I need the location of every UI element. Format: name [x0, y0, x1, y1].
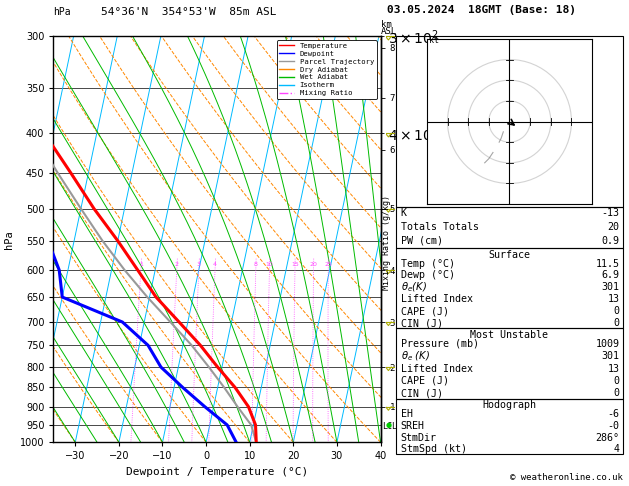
Text: 0: 0	[613, 388, 620, 399]
Text: 3: 3	[197, 262, 201, 267]
Text: Temp (°C): Temp (°C)	[401, 259, 455, 269]
Text: 0: 0	[613, 306, 620, 316]
Text: LCL: LCL	[382, 422, 397, 431]
Text: Pressure (mb): Pressure (mb)	[401, 339, 479, 349]
Text: CIN (J): CIN (J)	[401, 318, 443, 328]
Text: km: km	[381, 20, 391, 29]
Text: 25: 25	[325, 262, 332, 267]
Text: 2: 2	[175, 262, 179, 267]
Text: Lifted Index: Lifted Index	[401, 294, 472, 304]
Text: 0: 0	[613, 376, 620, 386]
Text: Mixing Ratio (g/kg): Mixing Ratio (g/kg)	[382, 195, 391, 291]
Text: 1009: 1009	[596, 339, 620, 349]
Text: 0: 0	[613, 318, 620, 328]
Text: 1: 1	[139, 262, 143, 267]
Text: 8: 8	[254, 262, 258, 267]
Text: 0.9: 0.9	[601, 236, 620, 246]
Text: 286°: 286°	[596, 433, 620, 443]
Text: hPa: hPa	[53, 7, 71, 17]
X-axis label: Dewpoint / Temperature (°C): Dewpoint / Temperature (°C)	[126, 467, 308, 477]
Text: K: K	[401, 208, 407, 218]
Text: 13: 13	[608, 364, 620, 374]
Text: $\theta_e$ (K): $\theta_e$ (K)	[401, 349, 430, 363]
Text: 03.05.2024  18GMT (Base: 18): 03.05.2024 18GMT (Base: 18)	[387, 4, 576, 15]
Text: Totals Totals: Totals Totals	[401, 222, 479, 232]
Text: -6: -6	[608, 409, 620, 419]
Text: 301: 301	[601, 282, 620, 293]
Text: © weatheronline.co.uk: © weatheronline.co.uk	[510, 473, 623, 482]
Text: Dewp (°C): Dewp (°C)	[401, 270, 455, 280]
Text: SREH: SREH	[401, 421, 425, 431]
Text: ASL: ASL	[381, 27, 397, 36]
Text: CIN (J): CIN (J)	[401, 388, 443, 399]
Text: 20: 20	[608, 222, 620, 232]
Text: PW (cm): PW (cm)	[401, 236, 443, 246]
Text: ●: ●	[386, 422, 392, 428]
Text: Surface: Surface	[489, 250, 530, 260]
Text: Lifted Index: Lifted Index	[401, 364, 472, 374]
Text: 54°36'N  354°53'W  85m ASL: 54°36'N 354°53'W 85m ASL	[101, 7, 277, 17]
Text: -13: -13	[601, 208, 620, 218]
Text: 10: 10	[265, 262, 274, 267]
Text: EH: EH	[401, 409, 413, 419]
Text: 15: 15	[291, 262, 299, 267]
Text: kt: kt	[429, 36, 439, 45]
Text: CAPE (J): CAPE (J)	[401, 306, 448, 316]
Y-axis label: hPa: hPa	[4, 230, 14, 249]
Text: CAPE (J): CAPE (J)	[401, 376, 448, 386]
Text: 301: 301	[601, 351, 620, 361]
Text: StmDir: StmDir	[401, 433, 437, 443]
Text: 4: 4	[613, 445, 620, 454]
Legend: Temperature, Dewpoint, Parcel Trajectory, Dry Adiabat, Wet Adiabat, Isotherm, Mi: Temperature, Dewpoint, Parcel Trajectory…	[277, 40, 377, 99]
Text: Most Unstable: Most Unstable	[470, 330, 548, 340]
Text: 13: 13	[608, 294, 620, 304]
Text: $\theta_e$(K): $\theta_e$(K)	[401, 280, 426, 294]
Text: 4: 4	[213, 262, 217, 267]
Text: -0: -0	[608, 421, 620, 431]
Text: 6.9: 6.9	[601, 270, 620, 280]
Text: StmSpd (kt): StmSpd (kt)	[401, 445, 467, 454]
Text: Hodograph: Hodograph	[482, 400, 537, 411]
Text: 20: 20	[309, 262, 318, 267]
Text: 11.5: 11.5	[596, 259, 620, 269]
